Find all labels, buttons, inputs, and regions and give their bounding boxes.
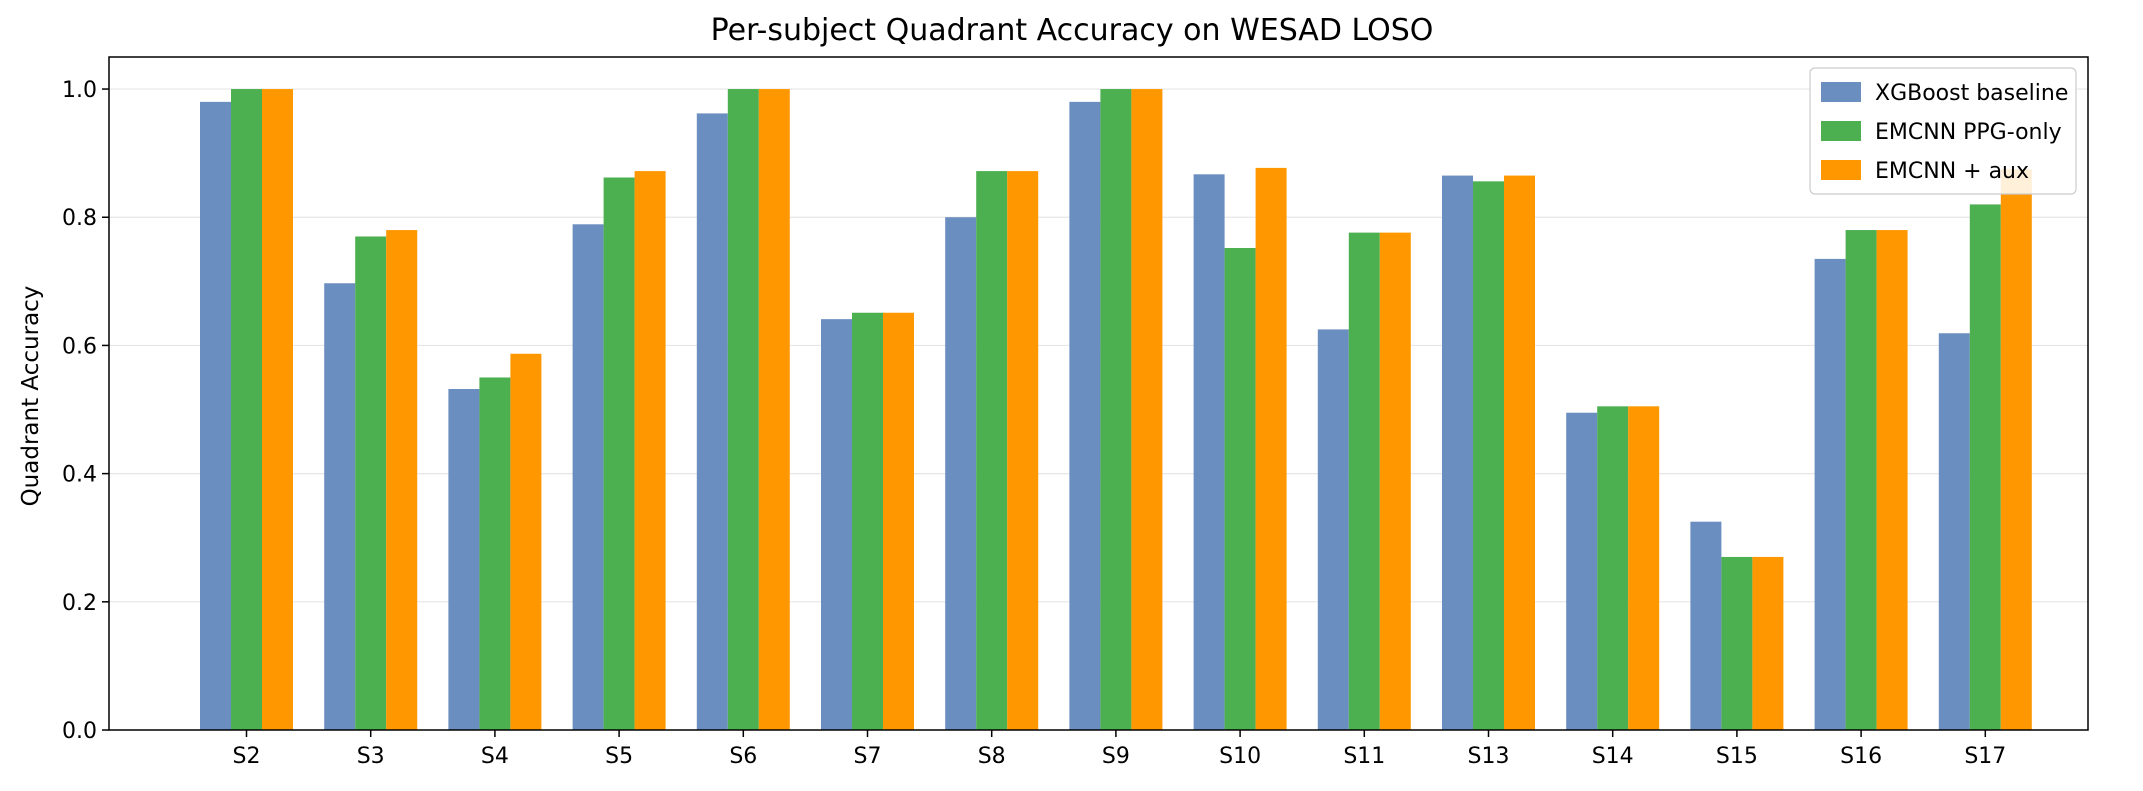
bar-xgboost-baseline-s13 — [1442, 175, 1473, 731]
bar-emcnn-ppg-only-s2 — [231, 89, 262, 731]
legend: XGBoost baseline EMCNN PPG-only EMCNN + au… — [1809, 67, 2077, 195]
y-tick-label: 0.6 — [62, 334, 97, 359]
x-tick-label: S4 — [481, 744, 509, 769]
bar-emcnn-aux-s16 — [1876, 230, 1908, 731]
y-tick-label: 1.0 — [62, 78, 97, 103]
x-tick-label: S11 — [1343, 744, 1385, 769]
legend-swatch — [1821, 160, 1861, 180]
x-tick-label: S17 — [1964, 744, 2006, 769]
x-tick-label: S16 — [1840, 744, 1882, 769]
bar-emcnn-aux-s7 — [883, 312, 914, 730]
bar-emcnn-aux-s9 — [1131, 89, 1163, 731]
bar-xgboost-baseline-s3 — [324, 283, 356, 730]
bar-xgboost-baseline-s9 — [1069, 101, 1101, 730]
bar-emcnn-ppg-only-s17 — [1969, 204, 2001, 730]
legend-label: EMCNN + aux — [1875, 159, 2029, 184]
x-tick-label: S6 — [729, 744, 757, 769]
bars — [200, 89, 2032, 731]
bar-emcnn-aux-s17 — [2000, 169, 2032, 730]
bar-emcnn-ppg-only-s14 — [1597, 406, 1629, 730]
bar-emcnn-aux-s15 — [1752, 556, 1784, 730]
bar-emcnn-aux-s14 — [1628, 406, 1660, 730]
x-tick-label: S3 — [357, 744, 385, 769]
bar-emcnn-ppg-only-s13 — [1473, 181, 1504, 731]
bar-emcnn-ppg-only-s3 — [355, 236, 387, 730]
bar-emcnn-ppg-only-s7 — [852, 312, 883, 730]
x-tick-label: S2 — [233, 744, 261, 769]
x-tick-label: S14 — [1592, 744, 1634, 769]
plot-frame — [108, 56, 2089, 731]
y-axis: 0.0 0.2 0.4 0.6 0.8 1.0 — [62, 78, 109, 744]
x-tick-label: S13 — [1468, 744, 1510, 769]
bar-xgboost-baseline-s10 — [1193, 174, 1225, 730]
bar-emcnn-aux-s4 — [510, 353, 542, 730]
legend-label: XGBoost baseline — [1875, 81, 2068, 106]
bar-emcnn-aux-s10 — [1255, 167, 1287, 730]
bar-xgboost-baseline-s16 — [1814, 258, 1846, 730]
y-tick-label: 0.0 — [62, 719, 97, 744]
y-tick-label: 0.8 — [62, 206, 97, 231]
x-tick-label: S9 — [1102, 744, 1130, 769]
bar-emcnn-ppg-only-s4 — [479, 377, 511, 730]
bar-xgboost-baseline-s11 — [1317, 329, 1349, 730]
bar-emcnn-aux-s3 — [386, 230, 418, 731]
bar-emcnn-ppg-only-s10 — [1224, 248, 1256, 730]
bar-emcnn-ppg-only-s8 — [976, 171, 1008, 730]
x-tick-label: S8 — [978, 744, 1006, 769]
bar-emcnn-aux-s13 — [1504, 175, 1535, 731]
x-tick-label: S5 — [605, 744, 633, 769]
bar-xgboost-baseline-s14 — [1566, 412, 1598, 730]
legend-swatch — [1821, 121, 1861, 141]
bar-emcnn-ppg-only-s6 — [727, 89, 759, 731]
bar-xgboost-baseline-s5 — [572, 224, 604, 730]
x-tick-label: S10 — [1219, 744, 1261, 769]
bar-emcnn-aux-s2 — [262, 89, 293, 731]
legend-swatch — [1821, 82, 1861, 102]
bar-emcnn-ppg-only-s9 — [1100, 89, 1132, 731]
bar-emcnn-aux-s5 — [634, 171, 666, 730]
y-tick-label: 0.4 — [62, 463, 97, 488]
x-axis: S2 S3 S4 S5 S6 S7 S8 S9 S10 S11 S13 S14 S15 S16 S17 — [233, 730, 2006, 769]
y-axis-label: Quadrant Accuracy — [18, 286, 44, 507]
bar-emcnn-aux-s6 — [758, 89, 790, 731]
x-tick-label: S7 — [854, 744, 882, 769]
bar-emcnn-ppg-only-s15 — [1721, 556, 1753, 730]
bar-xgboost-baseline-s4 — [448, 389, 480, 730]
bar-emcnn-ppg-only-s11 — [1348, 232, 1380, 730]
x-tick-label: S15 — [1716, 744, 1758, 769]
bar-emcnn-aux-s11 — [1379, 232, 1411, 730]
legend-box — [1809, 67, 2077, 195]
y-tick-label: 0.2 — [62, 591, 97, 616]
legend-label: EMCNN PPG-only — [1875, 120, 2062, 145]
chart-title: Per-subject Quadrant Accuracy on WESAD L… — [711, 13, 1434, 48]
bar-xgboost-baseline-s2 — [200, 101, 231, 730]
bar-xgboost-baseline-s7 — [821, 319, 852, 730]
bar-xgboost-baseline-s6 — [696, 113, 728, 730]
bar-xgboost-baseline-s17 — [1938, 333, 1970, 730]
bar-emcnn-ppg-only-s16 — [1845, 230, 1877, 731]
bar-xgboost-baseline-s8 — [945, 217, 977, 730]
bar-emcnn-ppg-only-s5 — [603, 177, 635, 731]
bar-emcnn-aux-s8 — [1007, 171, 1039, 730]
bar-xgboost-baseline-s15 — [1690, 521, 1722, 730]
